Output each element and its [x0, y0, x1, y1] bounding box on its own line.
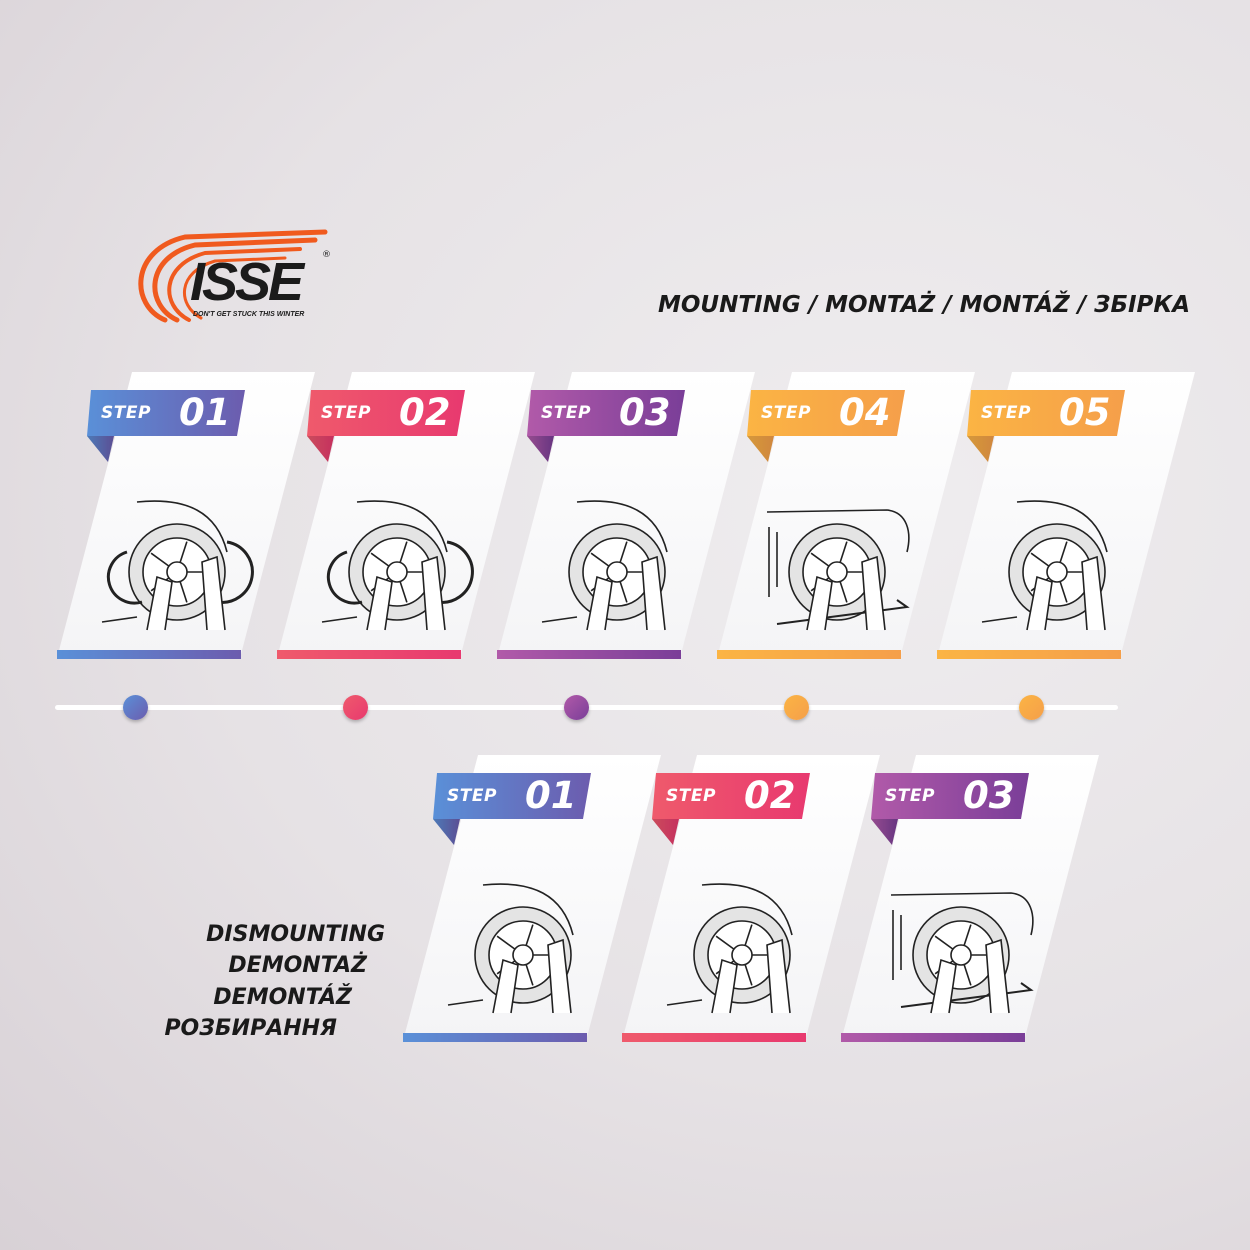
svg-text:®: ® — [322, 250, 331, 260]
step-number: 02 — [744, 774, 796, 817]
svg-text:DON'T GET STUCK THIS WINTER: DON'T GET STUCK THIS WINTER — [193, 311, 304, 318]
step-label: STEP — [541, 403, 591, 423]
step-banner — [871, 773, 1029, 819]
mounting-title: MOUNTING / MONTAŻ / MONTÁŽ / ЗБІРКА — [657, 292, 1190, 318]
step-number: 01 — [525, 774, 577, 817]
step-label: STEP — [981, 403, 1031, 423]
step-banner — [652, 773, 810, 819]
step-number: 03 — [619, 391, 671, 434]
dismounting-title-pl: DEMONTAŻ — [228, 953, 367, 978]
step-banner — [433, 773, 591, 819]
dismounting-title-cz: DEMONTÁŽ — [213, 985, 352, 1010]
step-number: 03 — [963, 774, 1015, 817]
step-banner — [967, 390, 1125, 436]
step-label: STEP — [321, 403, 371, 423]
mounting-step-card-05: STEP 05 — [937, 372, 1197, 662]
dismounting-step-card-02: STEP 02 — [622, 755, 882, 1045]
dismounting-title-en: DISMOUNTING — [206, 922, 385, 947]
card-bottom-bar — [57, 650, 241, 659]
mounting-step-card-04: STEP 04 — [717, 372, 977, 662]
step-banner — [87, 390, 245, 436]
logo: ISSE ® DON'T GET STUCK THIS WINTER — [125, 225, 335, 325]
step-number: 01 — [179, 391, 231, 434]
dismounting-title-ua: РОЗБИРАННЯ — [164, 1016, 337, 1041]
step-label: STEP — [761, 403, 811, 423]
mounting-step-card-02: STEP 02 — [277, 372, 537, 662]
timeline-dot-4 — [784, 695, 809, 720]
step-label: STEP — [885, 786, 935, 806]
step-number: 05 — [1059, 391, 1111, 434]
step-number: 02 — [399, 391, 451, 434]
step-number: 04 — [839, 391, 891, 434]
step-banner — [747, 390, 905, 436]
timeline-dot-3 — [564, 695, 589, 720]
card-bottom-bar — [277, 650, 461, 659]
card-bottom-bar — [937, 650, 1121, 659]
card-bottom-bar — [403, 1033, 587, 1042]
logo-brand: ISSE — [190, 252, 306, 312]
step-label: STEP — [101, 403, 151, 423]
mounting-step-card-03: STEP 03 — [497, 372, 757, 662]
step-banner — [527, 390, 685, 436]
card-bottom-bar — [497, 650, 681, 659]
card-bottom-bar — [841, 1033, 1025, 1042]
timeline-dot-2 — [343, 695, 368, 720]
step-label: STEP — [666, 786, 716, 806]
card-bottom-bar — [717, 650, 901, 659]
dismounting-step-card-01: STEP 01 — [403, 755, 663, 1045]
step-banner — [307, 390, 465, 436]
timeline-dot-1 — [123, 695, 148, 720]
mounting-step-card-01: STEP 01 — [57, 372, 317, 662]
timeline-dot-5 — [1019, 695, 1044, 720]
dismounting-step-card-03: STEP 03 — [841, 755, 1101, 1045]
step-label: STEP — [447, 786, 497, 806]
card-bottom-bar — [622, 1033, 806, 1042]
logo-tire-swoosh-icon: ISSE ® DON'T GET STUCK THIS WINTER — [138, 229, 331, 323]
